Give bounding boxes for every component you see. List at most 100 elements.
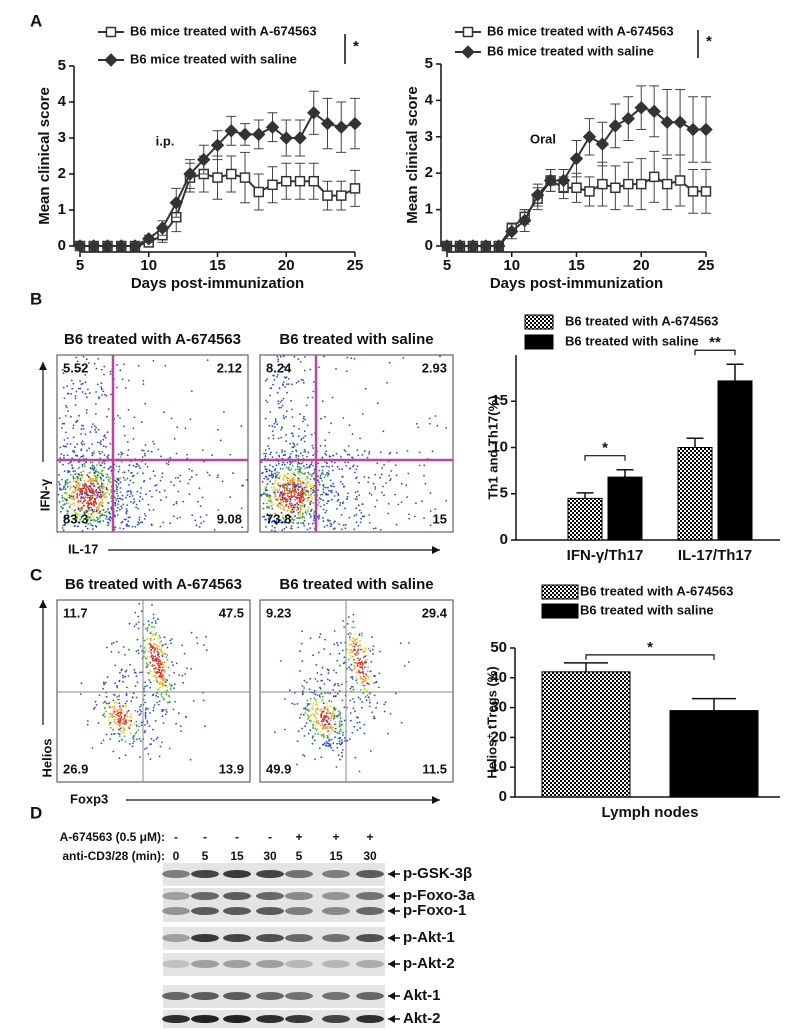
event-dot <box>179 481 181 483</box>
event-dot <box>114 708 116 710</box>
event-dot <box>351 627 353 629</box>
event-dot <box>142 456 144 458</box>
event-dot <box>113 709 115 711</box>
event-dot <box>329 455 331 457</box>
event-dot <box>380 451 382 453</box>
event-dot <box>155 659 157 661</box>
event-dot <box>337 683 339 685</box>
event-dot <box>372 653 374 655</box>
event-dot <box>241 526 243 528</box>
event-dot <box>313 697 315 699</box>
event-dot <box>110 722 112 724</box>
event-dot <box>90 467 92 469</box>
event-dot <box>289 464 291 466</box>
event-dot <box>137 649 139 651</box>
event-dot <box>90 492 92 494</box>
event-dot <box>313 703 315 705</box>
event-dot <box>116 696 118 698</box>
event-dot <box>299 510 301 512</box>
event-dot <box>286 383 288 385</box>
event-dot <box>109 738 111 740</box>
event-dot <box>139 467 141 469</box>
event-dot <box>366 699 368 701</box>
event-dot <box>93 501 95 503</box>
event-dot <box>317 463 319 465</box>
event-dot <box>350 467 352 469</box>
event-dot <box>129 496 131 498</box>
event-dot <box>320 680 322 682</box>
event-dot <box>325 744 327 746</box>
event-dot <box>138 603 140 605</box>
event-dot <box>161 646 163 648</box>
event-dot <box>324 445 326 447</box>
event-dot <box>331 492 333 494</box>
event-dot <box>79 483 81 485</box>
event-dot <box>206 514 208 516</box>
event-dot <box>135 672 137 674</box>
event-dot <box>75 398 77 400</box>
event-dot <box>119 728 121 730</box>
event-dot <box>141 449 143 451</box>
event-dot <box>265 490 267 492</box>
event-dot <box>140 645 142 647</box>
event-dot <box>269 395 271 397</box>
event-dot <box>149 687 151 689</box>
event-dot <box>105 682 107 684</box>
event-dot <box>157 638 159 640</box>
event-dot <box>150 639 152 641</box>
event-dot <box>320 756 322 758</box>
event-dot <box>66 493 68 495</box>
event-dot <box>114 682 116 684</box>
event-dot <box>319 484 321 486</box>
arrow-head <box>39 362 47 370</box>
event-dot <box>106 516 108 518</box>
event-dot <box>271 471 273 473</box>
event-dot <box>279 485 281 487</box>
event-dot <box>77 501 79 503</box>
event-dot <box>304 430 306 432</box>
event-dot <box>349 700 351 702</box>
event-dot <box>371 661 373 663</box>
event-dot <box>180 730 182 732</box>
event-dot <box>345 527 347 529</box>
event-dot <box>105 510 107 512</box>
event-dot <box>310 484 312 486</box>
event-dot <box>353 659 355 661</box>
event-dot <box>156 679 158 681</box>
event-dot <box>289 503 291 505</box>
event-dot <box>99 512 101 514</box>
event-dot <box>126 510 128 512</box>
event-dot <box>88 480 90 482</box>
event-dot <box>100 480 102 482</box>
event-dot <box>165 681 167 683</box>
event-dot <box>103 713 105 715</box>
event-dot <box>297 527 299 529</box>
event-dot <box>101 488 103 490</box>
event-dot <box>191 476 193 478</box>
event-dot <box>175 477 177 479</box>
event-dot <box>184 673 186 675</box>
event-dot <box>63 387 65 389</box>
event-dot <box>358 504 360 506</box>
x-tick-label: 25 <box>698 257 715 274</box>
event-dot <box>103 739 105 741</box>
event-dot <box>85 496 87 498</box>
event-dot <box>342 732 344 734</box>
event-dot <box>312 743 314 745</box>
event-dot <box>297 358 299 360</box>
event-dot <box>306 456 308 458</box>
event-dot <box>129 623 131 625</box>
event-dot <box>106 696 108 698</box>
event-dot <box>63 529 65 531</box>
quadrant-percent: 2.93 <box>422 360 447 375</box>
event-dot <box>91 443 93 445</box>
event-dot <box>161 696 163 698</box>
event-dot <box>164 365 166 367</box>
event-dot <box>153 443 155 445</box>
event-dot <box>320 473 322 475</box>
legend-label: B6 treated with A-674563 <box>580 583 733 598</box>
event-dot <box>342 483 344 485</box>
event-dot <box>160 746 162 748</box>
event-dot <box>65 405 67 407</box>
event-dot <box>130 716 132 718</box>
